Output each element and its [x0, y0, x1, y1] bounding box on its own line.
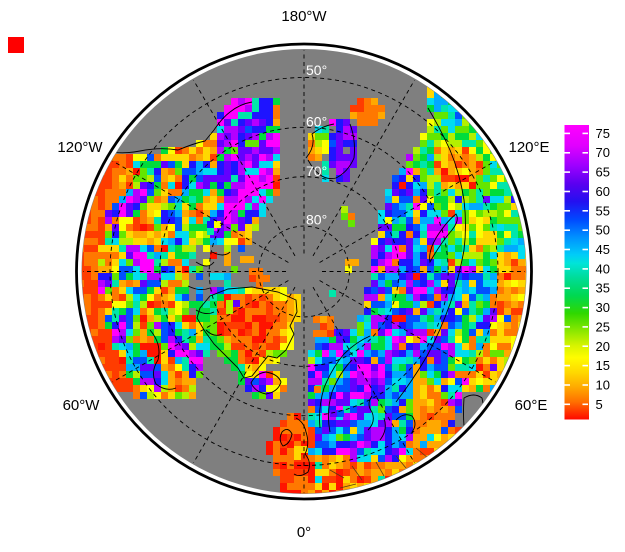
svg-text:0°: 0° [297, 524, 311, 541]
svg-text:10: 10 [596, 378, 610, 393]
svg-text:120°W: 120°W [57, 139, 103, 156]
svg-text:5: 5 [596, 397, 603, 412]
svg-text:45: 45 [596, 242, 610, 257]
svg-text:65: 65 [596, 165, 610, 180]
svg-text:15: 15 [596, 358, 610, 373]
svg-text:55: 55 [596, 203, 610, 218]
svg-text:35: 35 [596, 281, 610, 296]
svg-text:70°: 70° [306, 163, 327, 179]
svg-text:50°: 50° [306, 62, 327, 78]
svg-text:40: 40 [596, 261, 610, 276]
svg-text:120°E: 120°E [508, 139, 549, 156]
svg-text:60°W: 60°W [63, 397, 101, 414]
svg-text:60°E: 60°E [515, 397, 548, 414]
svg-text:25: 25 [596, 319, 610, 334]
svg-text:80°: 80° [306, 212, 327, 228]
svg-text:180°W: 180°W [281, 8, 327, 25]
svg-text:70: 70 [596, 145, 610, 160]
svg-text:75: 75 [596, 126, 610, 141]
svg-text:30: 30 [596, 300, 610, 315]
svg-text:50: 50 [596, 223, 610, 238]
svg-text:20: 20 [596, 339, 610, 354]
svg-text:60: 60 [596, 184, 610, 199]
svg-text:60°: 60° [306, 114, 327, 130]
